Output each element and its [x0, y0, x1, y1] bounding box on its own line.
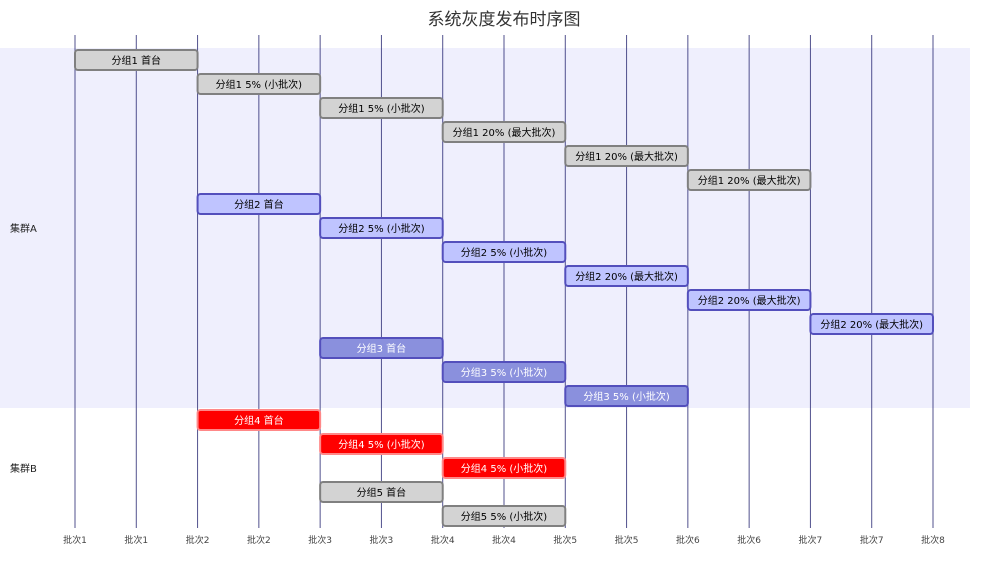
task-bar — [319, 217, 444, 239]
task-label: 分组1 首台 — [112, 54, 162, 67]
task-label: 分组5 首台 — [357, 486, 407, 499]
task-label: 分组1 5% (小批次) — [216, 78, 302, 91]
task-bar — [564, 145, 689, 167]
task-label: 分组4 5% (小批次) — [338, 438, 424, 451]
x-tick-label: 批次3 — [370, 534, 394, 546]
task-bar — [319, 433, 444, 455]
task-bar — [686, 289, 812, 311]
task-label: 分组1 20% (最大批次) — [698, 174, 801, 187]
task-label: 分组1 5% (小批次) — [338, 102, 424, 115]
x-tick-label: 批次4 — [431, 534, 455, 546]
section-label: 集群B — [10, 462, 37, 475]
x-tick-label: 批次7 — [860, 534, 884, 546]
task-bar — [686, 169, 812, 191]
task-label: 分组2 20% (最大批次) — [575, 270, 678, 283]
section-labels: 集群A 集群B — [10, 222, 37, 475]
task-bar — [319, 337, 444, 359]
x-tick-label: 批次1 — [124, 534, 148, 546]
task-label: 分组2 5% (小批次) — [338, 222, 424, 235]
task-bar — [441, 505, 567, 527]
task-bar — [319, 97, 444, 119]
x-tick-label: 批次2 — [186, 534, 210, 546]
x-tick-label: 批次3 — [308, 534, 332, 546]
x-tick-label: 批次4 — [492, 534, 516, 546]
task-label: 分组2 5% (小批次) — [461, 246, 547, 259]
x-tick-label: 批次6 — [676, 534, 700, 546]
task-bar — [196, 409, 322, 431]
x-tick-label: 批次6 — [737, 534, 761, 546]
section-band — [0, 48, 970, 408]
x-tick-label: 批次5 — [615, 534, 639, 546]
x-tick-label: 批次1 — [63, 534, 87, 546]
task-label: 分组3 5% (小批次) — [461, 366, 547, 379]
task-label: 分组2 20% (最大批次) — [698, 294, 801, 307]
task-bar — [809, 313, 935, 335]
x-axis-ticks: 批次1 批次1 批次2 批次2 批次3 批次3 批次4 批次4 批次5 批次5 批次6 批次6 批次7 批… — [63, 534, 945, 546]
x-tick-label: 批次7 — [799, 534, 823, 546]
task-bar — [196, 73, 322, 95]
task-bar — [319, 481, 444, 503]
task-label: 分组4 首台 — [234, 414, 284, 427]
task-label: 分组4 5% (小批次) — [461, 462, 547, 475]
task-bar — [196, 193, 322, 215]
task-bar — [441, 457, 567, 479]
task-label: 分组1 20% (最大批次) — [453, 126, 556, 139]
x-tick-label: 批次8 — [921, 534, 945, 546]
task-bar — [564, 265, 689, 287]
task-label: 分组3 首台 — [357, 342, 407, 355]
section-bands — [0, 48, 970, 528]
section-label: 集群A — [10, 222, 37, 235]
task-bar — [564, 385, 689, 407]
task-bar — [74, 49, 199, 71]
task-label: 分组3 5% (小批次) — [583, 390, 669, 403]
task-bar — [441, 361, 567, 383]
task-label: 分组2 20% (最大批次) — [820, 318, 923, 331]
task-label: 分组2 首台 — [234, 198, 284, 211]
x-tick-label: 批次2 — [247, 534, 271, 546]
x-tick-label: 批次5 — [553, 534, 577, 546]
chart-title: 系统灰度发布时序图 — [428, 10, 581, 30]
task-bar — [441, 121, 567, 143]
task-label: 分组1 20% (最大批次) — [575, 150, 678, 163]
task-label: 分组5 5% (小批次) — [461, 510, 547, 523]
task-bar — [441, 241, 567, 263]
